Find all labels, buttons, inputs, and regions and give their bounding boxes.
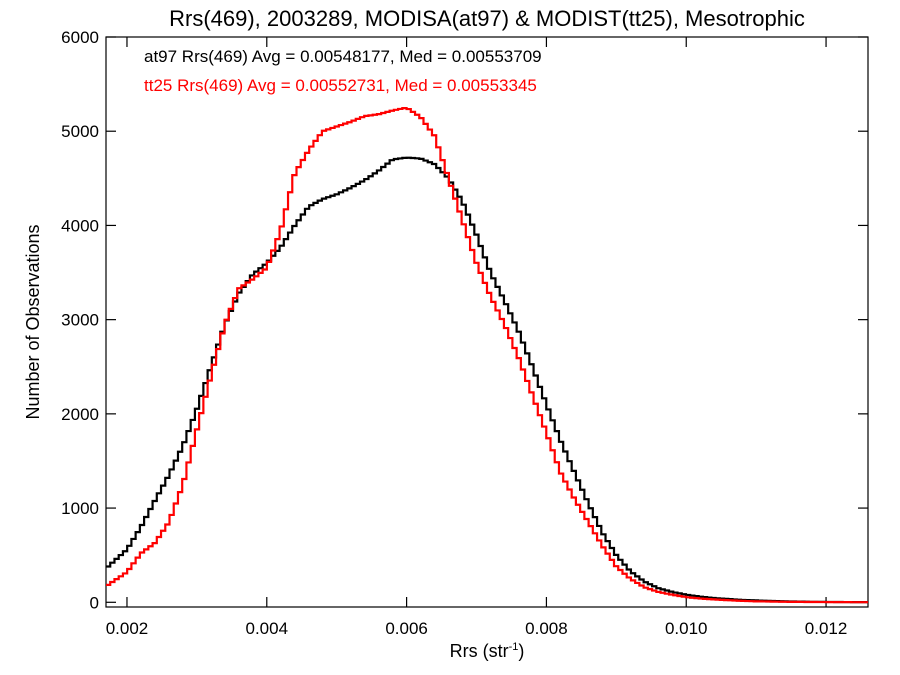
x-axis-label-main: Rrs (str (450, 641, 509, 661)
y-tick-label: 6000 (61, 28, 99, 47)
x-axis-label-close: ) (518, 641, 524, 661)
x-tick-label: 0.008 (525, 619, 568, 638)
y-tick-label: 0 (90, 593, 99, 612)
y-tick-label: 3000 (61, 311, 99, 330)
y-tick-label: 4000 (61, 216, 99, 235)
y-tick-label: 1000 (61, 499, 99, 518)
plot-frame (105, 36, 869, 608)
x-tick-label: 0.010 (665, 619, 708, 638)
x-axis-label-superscript: -1 (509, 641, 519, 653)
y-tick-label: 2000 (61, 405, 99, 424)
legend-entry-at97: at97 Rrs(469) Avg = 0.00548177, Med = 0.… (144, 47, 542, 66)
legend-entry-tt25: tt25 Rrs(469) Avg = 0.00552731, Med = 0.… (144, 76, 537, 95)
y-axis: 0 1000 2000 3000 4000 5000 6000 (61, 28, 868, 612)
x-axis-label: Rrs (str-1) (450, 641, 525, 661)
y-tick-label: 5000 (61, 122, 99, 141)
x-tick-label: 0.012 (805, 619, 848, 638)
series-line-tt25 (106, 107, 868, 604)
x-tick-label: 0.006 (385, 619, 428, 638)
series-layer (106, 107, 868, 604)
x-tick-label: 0.004 (246, 619, 289, 638)
x-tick-label: 0.002 (106, 619, 149, 638)
series-line-at97 (106, 156, 868, 604)
chart-title: Rrs(469), 2003289, MODISA(at97) & MODIST… (169, 6, 805, 31)
y-axis-label: Number of Observations (23, 224, 43, 419)
x-axis: 0.002 0.004 0.006 0.008 0.010 0.012 (106, 37, 848, 638)
plot-area: 0.002 0.004 0.006 0.008 0.010 0.012 0 1000 2000… (61, 28, 869, 638)
